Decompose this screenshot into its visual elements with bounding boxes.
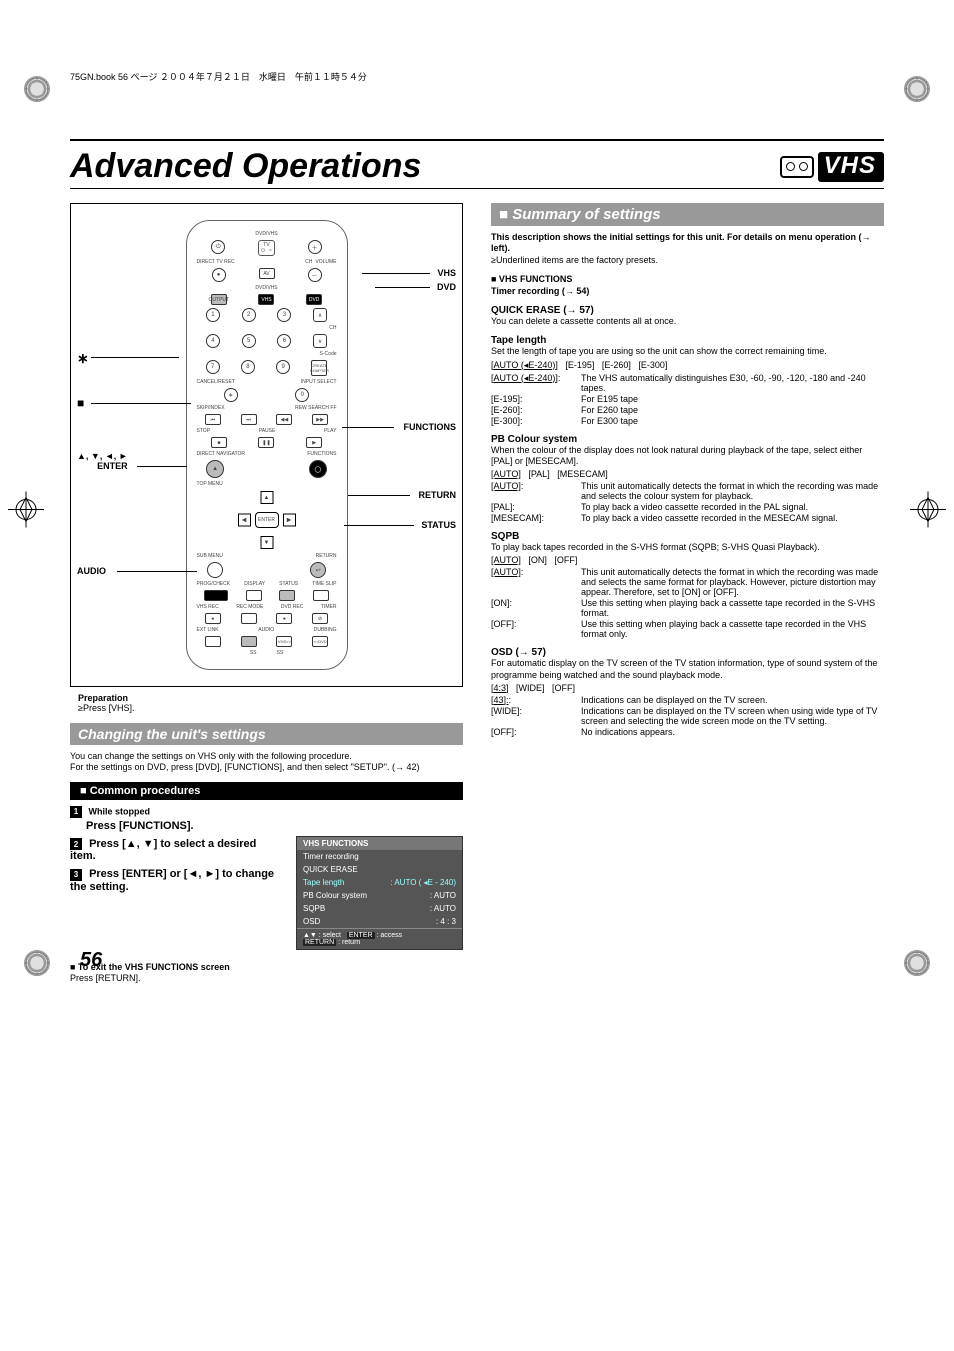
definition-row: [AUTO]:This unit automatically detects t…: [491, 481, 884, 501]
section-changing-settings: Changing the unit's settings: [70, 723, 463, 745]
step-2: 2 Press [▲, ▼] to select a desired item.: [70, 838, 284, 863]
preparation-block: Preparation ≥Press [VHS].: [78, 693, 463, 713]
figure-label-status: STATUS: [421, 520, 456, 530]
book-header: 75GN.book 56 ページ ２００４年７月２１日 水曜日 午前１１時５４分: [70, 70, 884, 83]
pb-colour-body: When the colour of the display does not …: [491, 445, 884, 468]
exit-title: ■ To exit the VHS FUNCTIONS screen: [70, 962, 463, 973]
remote-control-figure: VHS DVD ∗ ■ FUNCTIONS ▲, ▼, ◄, ► ENTER R…: [70, 203, 463, 687]
figure-label-asterisk: ∗: [77, 350, 89, 367]
vhs-functions-item: SQPB: AUTO: [297, 902, 462, 915]
figure-label-functions: FUNCTIONS: [404, 422, 457, 432]
vhs-functions-item: PB Colour system: AUTO: [297, 889, 462, 902]
osd-body: For automatic display on the TV screen o…: [491, 658, 884, 681]
vhs-functions-item: QUICK ERASE: [297, 863, 462, 876]
step-number-3: 3: [70, 869, 82, 881]
timer-recording-ref: Timer recording (→ 54): [491, 286, 884, 297]
osd-options: [4:3] [WIDE] [OFF]: [491, 683, 884, 693]
heading-osd: OSD (→ 57): [491, 647, 884, 658]
vhs-badge-text: VHS: [818, 152, 884, 182]
vhs-functions-panel-footer: ▲▼ : select ENTER : access RETURN : retu…: [297, 928, 462, 949]
definition-row: [OFF]:Use this setting when playing back…: [491, 619, 884, 639]
figure-label-return: RETURN: [419, 490, 457, 500]
page-title: Advanced Operations: [70, 147, 421, 186]
page-number: 56: [80, 949, 102, 972]
figure-label-stop: ■: [77, 396, 84, 410]
step-number-1: 1: [70, 806, 82, 818]
definition-row: [E-195]:For E195 tape: [491, 394, 884, 404]
power-button-icon: ⏻: [211, 240, 225, 254]
sub-section-common-procedures: ■ Common procedures: [70, 782, 463, 800]
pb-colour-options: [AUTO] [PAL] [MESECAM]: [491, 469, 884, 479]
step-number-2: 2: [70, 838, 82, 850]
preparation-line: ≥Press [VHS].: [78, 703, 134, 713]
vhs-functions-item: Tape length: AUTO ( ◂E - 240): [297, 876, 462, 889]
quick-erase-body: You can delete a cassette contents all a…: [491, 316, 884, 327]
definition-row: [MESECAM]:To play back a video cassette …: [491, 513, 884, 523]
title-rule: [70, 139, 884, 141]
definition-row: [WIDE]:Indications can be displayed on t…: [491, 706, 884, 726]
cassette-icon: [780, 156, 814, 178]
remote-body: DVD/VHS ⏻ TV⏻ 𝄐 ＋ DIRECT TV REC CH VOLUM…: [186, 220, 348, 670]
nav-pad-icon: ▲ ▼ ◀ ▶ ENTER: [238, 491, 296, 549]
heading-pb-colour: PB Colour system: [491, 434, 884, 445]
summary-intro-2: ≥Underlined items are the factory preset…: [491, 255, 884, 266]
figure-label-vhs: VHS: [437, 268, 456, 278]
summary-intro-1: This description shows the initial setti…: [491, 232, 884, 255]
heading-sqpb: SQPB: [491, 531, 884, 542]
heading-vhs-functions: ■ VHS FUNCTIONS: [491, 274, 884, 284]
step-1: 1 While stopped: [70, 806, 463, 818]
figure-label-arrows-enter: ▲, ▼, ◄, ► ENTER: [77, 452, 128, 472]
functions-button-icon: ◯: [309, 460, 327, 478]
changing-body-2: For the settings on DVD, press [DVD], [F…: [70, 762, 463, 773]
definition-row: [E-300]:For E300 tape: [491, 416, 884, 426]
vhs-functions-panel: VHS FUNCTIONS Timer recordingQUICK ERASE…: [296, 836, 463, 950]
heading-quick-erase: QUICK ERASE (→ 57): [491, 305, 884, 316]
figure-label-audio: AUDIO: [77, 566, 106, 576]
definition-row: [ON]:Use this setting when playing back …: [491, 598, 884, 618]
page-content: 75GN.book 56 ページ ２００４年７月２１日 水曜日 午前１１時５４分…: [0, 0, 954, 1024]
definition-row: [AUTO]:This unit automatically detects t…: [491, 567, 884, 597]
definition-row: [AUTO (◂E-240)]:The VHS automatically di…: [491, 373, 884, 393]
sqpb-options: [AUTO] [ON] [OFF]: [491, 555, 884, 565]
definition-row: [43]::Indications can be displayed on th…: [491, 695, 884, 705]
vhs-badge: VHS: [780, 152, 884, 182]
definition-row: [E-260]:For E260 tape: [491, 405, 884, 415]
exit-body: Press [RETURN].: [70, 973, 463, 984]
tape-length-options: [AUTO (◂E-240)] [E-195] [E-260] [E-300]: [491, 360, 884, 371]
sqpb-body: To play back tapes recorded in the S-VHS…: [491, 542, 884, 553]
vhs-functions-item: Timer recording: [297, 850, 462, 863]
definition-row: [OFF]:No indications appears.: [491, 727, 884, 737]
preparation-title: Preparation: [78, 693, 128, 703]
vhs-functions-item: OSD: 4 : 3: [297, 915, 462, 928]
step-1-action: Press [FUNCTIONS].: [86, 820, 463, 832]
figure-label-dvd: DVD: [437, 282, 456, 292]
definition-row: [PAL]:To play back a video cassette reco…: [491, 502, 884, 512]
changing-body-1: You can change the settings on VHS only …: [70, 751, 463, 762]
section-summary-settings: ■ Summary of settings: [491, 203, 884, 226]
tape-length-body: Set the length of tape you are using so …: [491, 346, 884, 357]
heading-tape-length: Tape length: [491, 335, 884, 346]
step-3: 3 Press [ENTER] or [◄, ►] to change the …: [70, 868, 284, 893]
vhs-functions-panel-header: VHS FUNCTIONS: [297, 837, 462, 850]
